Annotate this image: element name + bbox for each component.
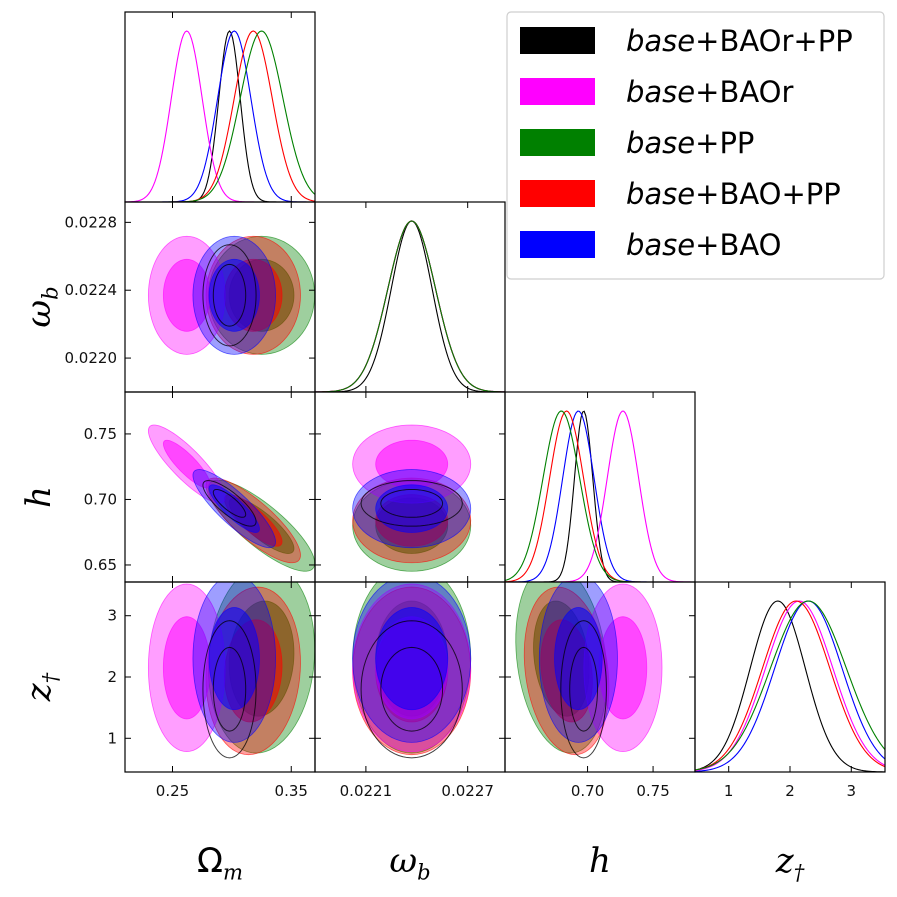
contour-68-base-BAOr-PP [380, 646, 444, 732]
marginal-curve-om-base-PP [125, 30, 315, 202]
x-tick-label-om: 0.25 [156, 782, 189, 800]
contour-95-base-BAOr-PP [202, 244, 257, 347]
legend-swatch [520, 129, 595, 156]
legend-swatch [520, 180, 595, 207]
marginal-curve-wb-base-PP [315, 220, 505, 392]
panel-wb-z: 0.0221 0.0227 [314, 581, 506, 800]
y-tick-label-wb: 0.0220 [65, 349, 118, 367]
x-tick-label-z: 1 [724, 782, 734, 800]
marginal-curve-h-base-BAO [505, 410, 695, 582]
contour-95-base-BAOr-PP [360, 480, 463, 527]
x-tick-label-z: 3 [847, 782, 857, 800]
legend-label: base+BAOr [626, 75, 793, 109]
legend-swatch [520, 27, 595, 54]
x-tick-label-z: 2 [785, 782, 795, 800]
axis-label-y-wb: ωb [19, 286, 62, 327]
x-tick-label-wb: 0.0221 [340, 782, 393, 800]
contour-68-base-BAO [554, 607, 603, 711]
marginal-curve-om-base-BAOr [125, 30, 315, 202]
panel-om-z: 0.25 0.35 1 2 3 [107, 581, 316, 800]
contour-68-base-BAO [208, 607, 260, 711]
contour-68-base-BAOr-PP [212, 263, 247, 327]
contour-68-base-BAOr [162, 258, 211, 332]
marginal-curve-z-base-BAOr [695, 600, 885, 772]
contour-68-base-BAOr [162, 439, 211, 489]
panel-om-h: 0.65 0.70 0.75 [84, 391, 316, 583]
y-tick-label-h: 0.75 [84, 425, 117, 443]
y-tick-label-z: 2 [107, 668, 117, 686]
axis-label-y-z: z† [19, 672, 62, 702]
y-tick-label-wb: 0.0224 [65, 281, 118, 299]
marginal-curve-wb-base-BAOr [315, 220, 505, 392]
panel-om-om-frame [124, 11, 316, 203]
panel-h-h [504, 391, 696, 583]
marginal-curve-z-base-BAOr-PP [695, 600, 885, 772]
marginal-curve-om-base-BAO [125, 30, 315, 202]
contour-68-base-BAOr-PP [212, 488, 247, 518]
axis-label-x-z: z† [775, 841, 805, 884]
contour-68-base-BAOr [598, 616, 648, 720]
legend-label: base+BAO [626, 228, 782, 262]
legend: base+BAOr+PP base+BAOr base+PP base+BAO+PP b… [506, 11, 885, 280]
contour-68-base-BAOr-PP [212, 646, 247, 732]
legend-label: base+PP [626, 126, 754, 160]
x-tick-label-h: 0.75 [636, 782, 669, 800]
marginal-curve-wb-base-BAO-PP [315, 220, 505, 392]
marginal-curve-h-base-BAOr [505, 410, 695, 582]
marginal-curve-wb-base-BAOr-PP [315, 220, 505, 392]
axis-label-x-h: h [589, 841, 611, 881]
legend-swatch [520, 78, 595, 105]
y-tick-label-h: 0.70 [84, 490, 117, 508]
axis-label-y-h: h [19, 486, 59, 508]
x-tick-label-om: 0.35 [275, 782, 308, 800]
marginal-curve-z-base-BAO [695, 600, 885, 772]
contour-95-base-BAOr-PP [202, 620, 257, 759]
axis-label-x-om: Ωm [197, 841, 243, 884]
panel-h-z: 0.70 0.75 [504, 581, 696, 800]
panel-wb-wb [314, 201, 506, 393]
contour-68-base-BAO [208, 258, 260, 332]
legend-label: base+BAO+PP [626, 177, 841, 211]
panel-h-h-frame [504, 391, 696, 583]
contour-68-base-BAO [375, 607, 449, 711]
y-tick-label-z: 1 [107, 729, 117, 747]
y-tick-label-wb: 0.0228 [65, 213, 118, 231]
contour-95-base-BAOr-PP [560, 620, 607, 759]
x-tick-label-h: 0.70 [571, 782, 604, 800]
panel-wb-h [314, 391, 506, 583]
y-tick-label-z: 3 [107, 607, 117, 625]
panel-wb-wb-frame [314, 201, 506, 393]
panel-om-wb: 0.0220 0.0224 0.0228 [65, 201, 316, 393]
contour-95-base-BAOr-PP [360, 620, 463, 759]
axis-label-x-wb: ωb [389, 841, 430, 884]
contour-68-base-BAOr [162, 616, 211, 720]
contour-68-base-BAOr-PP [569, 646, 599, 732]
marginal-curve-h-base-BAO-PP [505, 410, 695, 582]
panel-z-z-frame [694, 581, 886, 773]
y-tick-label-h: 0.65 [84, 556, 117, 574]
legend-box [506, 11, 885, 280]
marginal-curve-h-base-BAOr-PP [505, 410, 695, 582]
panels: 0.0220 0.0224 0.0228 0.65 0.70 0.75 0.25 0.35 1 2… [19, 11, 886, 884]
marginal-curve-h-base-PP [505, 410, 695, 582]
panel-om-om [124, 11, 316, 203]
panel-z-z: 1 2 3 [694, 581, 886, 800]
marginal-curve-om-base-BAO-PP [125, 30, 315, 202]
contour-68-base-BAOr-PP [380, 488, 444, 518]
contour-68-base-BAO [208, 484, 260, 533]
contour-68-base-BAO [375, 484, 449, 533]
marginal-curve-z-base-PP [695, 600, 885, 771]
legend-swatch [520, 231, 595, 258]
contour-95-base-BAOr-PP [202, 480, 257, 527]
legend-label: base+BAOr+PP [626, 24, 853, 58]
marginal-curve-z-base-BAO-PP [695, 600, 885, 771]
x-tick-label-wb: 0.0227 [441, 782, 494, 800]
marginal-curve-wb-base-BAO [315, 220, 505, 392]
